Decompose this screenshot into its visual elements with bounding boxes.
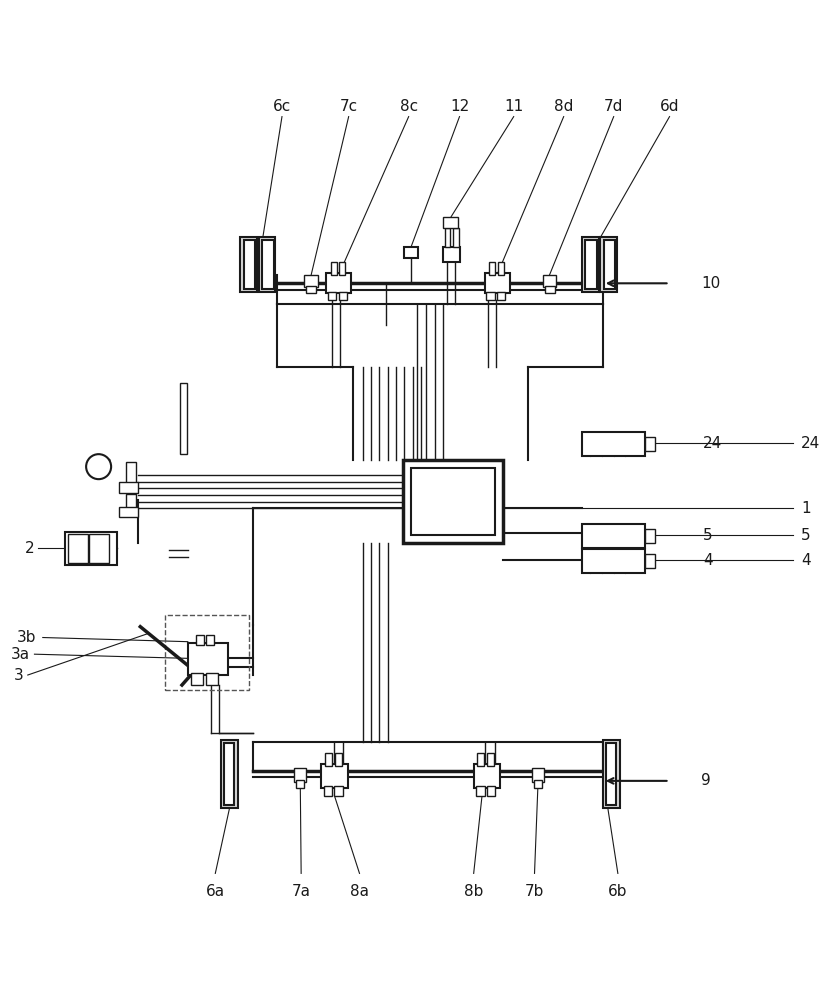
- Bar: [484, 273, 509, 293]
- Bar: [336, 753, 342, 766]
- Bar: [474, 764, 500, 788]
- Bar: [644, 554, 654, 568]
- Text: 24: 24: [801, 436, 821, 451]
- Bar: [225, 743, 234, 805]
- Bar: [543, 275, 556, 287]
- Text: 2: 2: [25, 541, 34, 556]
- Bar: [603, 740, 619, 808]
- Bar: [411, 468, 494, 535]
- Bar: [644, 437, 654, 451]
- Bar: [206, 635, 215, 645]
- Text: 7a: 7a: [292, 884, 310, 899]
- Bar: [488, 262, 494, 275]
- Bar: [486, 292, 494, 300]
- Text: 5: 5: [801, 528, 810, 543]
- Bar: [65, 532, 117, 565]
- Text: 11: 11: [504, 99, 524, 114]
- Text: 6c: 6c: [273, 99, 291, 114]
- Bar: [126, 462, 136, 485]
- Text: 24: 24: [703, 436, 722, 451]
- Text: 12: 12: [450, 99, 469, 114]
- Bar: [326, 753, 332, 766]
- Text: 10: 10: [701, 276, 721, 291]
- Bar: [532, 768, 544, 782]
- Text: 5: 5: [703, 528, 712, 543]
- Bar: [68, 534, 88, 563]
- Text: 4: 4: [801, 553, 810, 568]
- Bar: [119, 482, 138, 493]
- Bar: [90, 534, 109, 563]
- Bar: [497, 292, 505, 300]
- Bar: [586, 240, 597, 289]
- Bar: [221, 740, 237, 808]
- Bar: [324, 786, 332, 796]
- Bar: [534, 780, 542, 788]
- Text: 3b: 3b: [17, 630, 36, 645]
- Bar: [601, 237, 617, 292]
- Bar: [443, 247, 460, 262]
- Text: 8b: 8b: [464, 884, 483, 899]
- Text: 8a: 8a: [350, 884, 369, 899]
- Bar: [262, 240, 274, 289]
- Text: 8d: 8d: [554, 99, 573, 114]
- Text: 7b: 7b: [525, 884, 545, 899]
- Bar: [294, 768, 306, 782]
- Bar: [306, 286, 316, 293]
- Bar: [487, 753, 493, 766]
- Bar: [305, 275, 318, 287]
- Bar: [340, 262, 346, 275]
- Text: 3a: 3a: [10, 647, 29, 662]
- Bar: [206, 673, 218, 685]
- Bar: [445, 228, 451, 247]
- Bar: [196, 635, 205, 645]
- Bar: [403, 460, 503, 543]
- Bar: [582, 524, 644, 548]
- Bar: [582, 237, 599, 292]
- Text: 3: 3: [14, 668, 23, 683]
- Bar: [644, 529, 654, 543]
- Bar: [604, 240, 615, 289]
- Bar: [453, 228, 459, 247]
- Bar: [180, 383, 187, 454]
- Bar: [188, 643, 228, 675]
- Text: 1: 1: [801, 501, 810, 516]
- Bar: [545, 286, 555, 293]
- Bar: [443, 217, 458, 228]
- Text: 6a: 6a: [206, 884, 225, 899]
- Ellipse shape: [86, 454, 111, 479]
- Bar: [404, 247, 418, 258]
- Bar: [335, 786, 343, 796]
- Text: 6b: 6b: [608, 884, 628, 899]
- Bar: [498, 262, 503, 275]
- Bar: [191, 673, 203, 685]
- Text: 7c: 7c: [340, 99, 357, 114]
- Bar: [582, 432, 644, 456]
- Bar: [326, 273, 352, 293]
- Bar: [321, 764, 348, 788]
- Text: 4: 4: [703, 553, 712, 568]
- Bar: [243, 240, 255, 289]
- Bar: [477, 753, 483, 766]
- Bar: [477, 786, 484, 796]
- Bar: [328, 292, 336, 300]
- Text: 9: 9: [701, 773, 711, 788]
- Bar: [126, 494, 136, 513]
- Text: 8c: 8c: [399, 99, 418, 114]
- Bar: [119, 507, 138, 517]
- Bar: [258, 237, 275, 292]
- Bar: [165, 615, 248, 690]
- Bar: [339, 292, 347, 300]
- Bar: [331, 262, 337, 275]
- Bar: [582, 549, 644, 573]
- Bar: [296, 780, 305, 788]
- Bar: [240, 237, 257, 292]
- Bar: [607, 743, 616, 805]
- Bar: [487, 786, 495, 796]
- Text: 7d: 7d: [604, 99, 623, 114]
- Text: 6d: 6d: [659, 99, 680, 114]
